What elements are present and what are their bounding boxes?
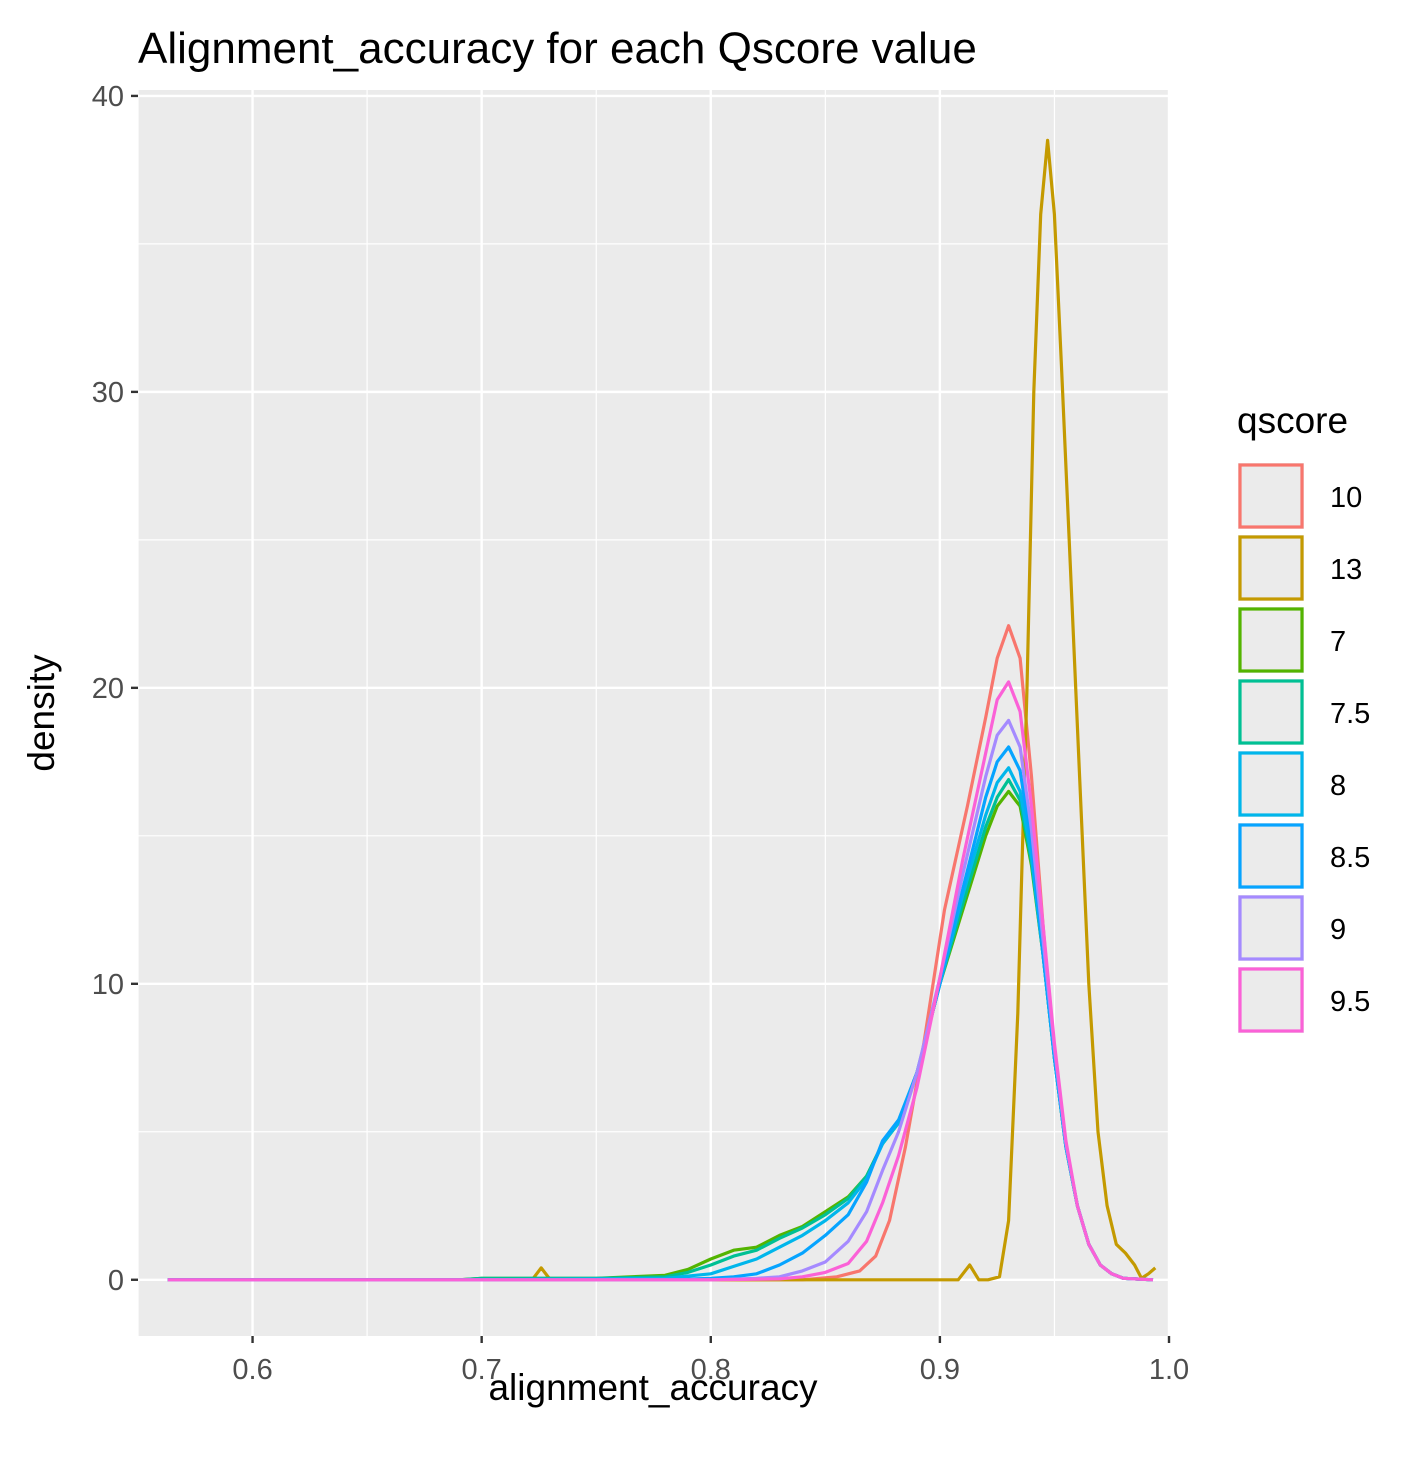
legend-swatch-8-5 (1238, 823, 1304, 889)
legend-label-9-5: 9.5 (1330, 986, 1370, 1018)
legend-label-8-5: 8.5 (1330, 842, 1370, 874)
legend-swatch-7-5 (1238, 679, 1304, 745)
legend: qscore 10 13 7 7.5 8 8.5 9 9.5 (1237, 400, 1370, 1033)
y-axis-ticks: 0 10 20 30 40 (92, 81, 138, 1297)
legend-label-7-5: 7.5 (1330, 698, 1370, 730)
y-axis-title: density (21, 654, 62, 772)
legend-swatch-8 (1238, 751, 1304, 817)
legend-key-9 (1238, 895, 1304, 961)
x-tick-label: 0.6 (232, 1354, 272, 1386)
y-tick-label: 10 (92, 969, 124, 1001)
legend-key-10 (1238, 463, 1304, 529)
legend-key-8-5 (1238, 823, 1304, 889)
x-axis-ticks: 0.6 0.7 0.8 0.9 1.0 (232, 1336, 1189, 1386)
legend-key-9-5 (1238, 967, 1304, 1033)
legend-label-8: 8 (1330, 770, 1346, 802)
legend-label-7: 7 (1330, 626, 1346, 658)
x-axis-title: alignment_accuracy (488, 1367, 818, 1408)
legend-swatch-13 (1238, 535, 1304, 601)
x-tick-label: 0.8 (691, 1354, 731, 1386)
legend-key-8 (1238, 751, 1304, 817)
major-gridlines (138, 90, 1171, 1336)
y-tick-label: 20 (92, 673, 124, 705)
legend-label-9: 9 (1330, 914, 1346, 946)
legend-swatch-9 (1238, 895, 1304, 961)
y-tick-label: 0 (108, 1265, 124, 1297)
legend-key-7 (1238, 607, 1304, 673)
y-tick-label: 30 (92, 377, 124, 409)
legend-items: 10 13 7 7.5 8 8.5 9 9.5 (1238, 463, 1370, 1033)
legend-label-13: 13 (1330, 554, 1362, 586)
y-tick-label: 40 (92, 81, 124, 113)
legend-swatch-10 (1238, 463, 1304, 529)
minor-gridlines (137, 90, 1169, 1336)
legend-label-10: 10 (1330, 482, 1362, 514)
plot-panel (138, 90, 1169, 1336)
legend-swatch-9-5 (1238, 967, 1304, 1033)
x-tick-label: 1.0 (1149, 1354, 1189, 1386)
legend-title: qscore (1237, 400, 1348, 441)
x-tick-label: 0.7 (462, 1354, 502, 1386)
legend-key-7-5 (1238, 679, 1304, 745)
series-line-9-5 (167, 680, 1154, 1282)
series-lines (167, 138, 1157, 1282)
chart-title: Alignment_accuracy for each Qscore value (138, 24, 977, 73)
x-tick-label: 0.9 (920, 1354, 960, 1386)
legend-swatch-7 (1238, 607, 1304, 673)
legend-key-13 (1238, 535, 1304, 601)
